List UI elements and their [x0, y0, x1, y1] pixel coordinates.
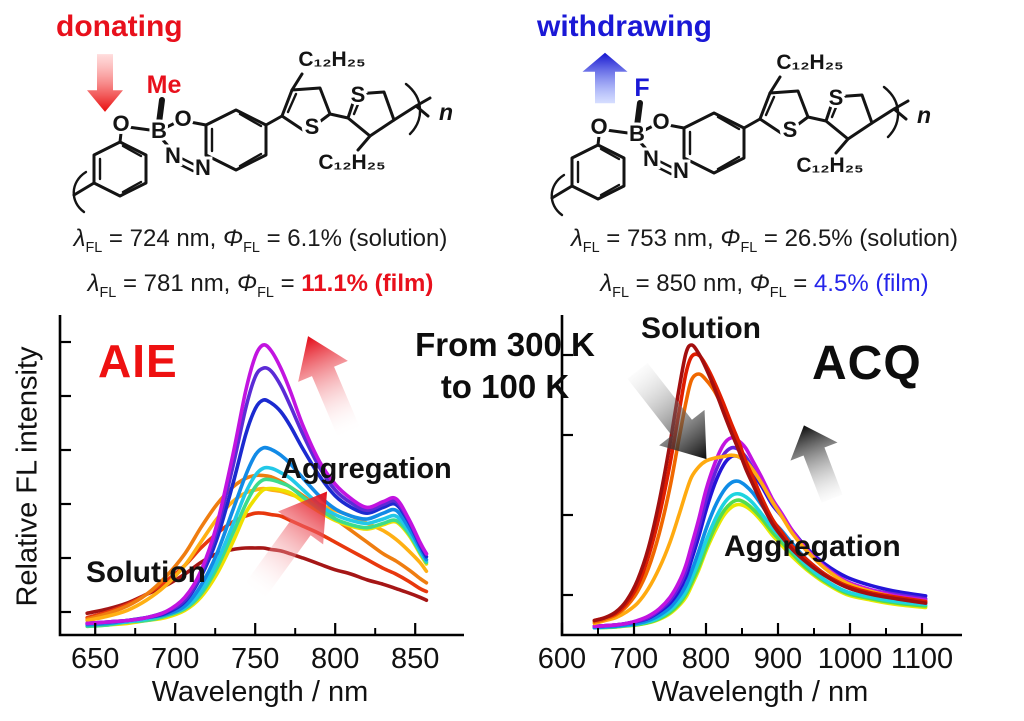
axis — [58, 315, 464, 637]
lambda-symbol: λ — [87, 269, 100, 297]
nitrogen-atom: N — [643, 146, 659, 171]
x-tick-label: 600 — [538, 643, 586, 675]
x-tick-label: 800 — [311, 643, 359, 675]
stats-line-film: λFL = 781 nm, ΦFL = 11.1% (film) — [8, 266, 513, 311]
solution-annotation-acq: Solution — [641, 312, 761, 345]
lambda-symbol: λ — [570, 225, 583, 252]
substituent-label: F — [634, 74, 649, 102]
boron-atom: B — [151, 118, 167, 143]
stats-line-solution: λFL = 724 nm, ΦFL = 6.1% (solution) — [8, 221, 513, 266]
x-tick-label: 1100 — [891, 643, 953, 675]
stats-left: λFL = 724 nm, ΦFL = 6.1% (solution) λFL … — [8, 221, 513, 311]
temperature-range-label: From 300 K to 100 K — [375, 324, 635, 408]
lambda-value: = 850 nm, — [628, 269, 750, 297]
oxygen-atom: O — [590, 114, 607, 139]
x-tick-label: 650 — [71, 643, 119, 675]
lambda-symbol: λ — [600, 269, 613, 297]
withdrawing-label: withdrawing — [537, 10, 712, 43]
lambda-symbol: λ — [73, 225, 86, 252]
highlight-value: 11.1% (film) — [301, 269, 434, 297]
withdrawing-polymer-structure: F O B O N N S S C₁₂H₂₅ C₁₂H₂₅ n — [518, 48, 934, 224]
black-arrow-acq-down — [627, 362, 707, 460]
y-axis-label: Relative FL intensity — [11, 346, 44, 607]
red-down-arrow — [87, 54, 123, 112]
red-arrow-aie-top — [298, 336, 362, 440]
stats-line-solution: λFL = 753 nm, ΦFL = 26.5% (solution) — [512, 221, 1017, 266]
fl-subscript: FL — [243, 239, 260, 256]
x-tick-label: 1000 — [818, 643, 883, 675]
sulfur-atom: S — [829, 85, 844, 110]
phi-value: = — [786, 269, 814, 297]
phi-symbol: Φ — [237, 269, 258, 297]
highlight-value: 4.5% (film) — [813, 269, 929, 297]
series-red-solution — [592, 352, 928, 623]
stats-right: λFL = 753 nm, ΦFL = 26.5% (solution) λFL… — [512, 221, 1017, 311]
oxygen-atom: O — [112, 111, 129, 136]
fl-subscript: FL — [612, 284, 629, 301]
nitrogen-atom: N — [195, 155, 211, 180]
aggregation-annotation-acq: Aggregation — [724, 530, 901, 563]
x-tick-label: 700 — [610, 643, 658, 675]
repeat-unit-label: n — [917, 102, 931, 128]
lambda-value: = 724 nm, — [102, 225, 224, 252]
fl-subscript: FL — [769, 284, 787, 301]
fl-subscript: FL — [99, 284, 117, 301]
series-orange — [85, 473, 429, 621]
x-tick-label: 700 — [151, 643, 199, 675]
fl-subscript: FL — [257, 284, 274, 301]
x-tick-label: 750 — [231, 643, 279, 675]
temperature-line1: From 300 K — [415, 326, 595, 363]
lambda-value: = 753 nm, — [599, 225, 721, 252]
substituent-label: Me — [147, 71, 182, 99]
solution-annotation-aie: Solution — [86, 556, 206, 589]
sulfur-atom: S — [351, 82, 366, 107]
sulfur-atom: S — [783, 117, 798, 142]
chart-acq: 600 700 800 900 1000 1100 Wavelength / nm — [538, 315, 962, 708]
nitrogen-atom: N — [165, 143, 181, 168]
blue-up-arrow — [582, 52, 628, 104]
series-magenta — [85, 343, 429, 626]
black-arrow-acq-up — [790, 425, 843, 503]
repeat-unit-label: n — [439, 99, 453, 125]
fl-subscript: FL — [85, 239, 103, 256]
stats-line-film: λFL = 850 nm, ΦFL = 4.5% (film) — [512, 266, 1017, 311]
phi-symbol: Φ — [720, 225, 741, 252]
phi-value: = 26.5% (solution) — [757, 225, 959, 252]
x-axis-label: Wavelength / nm — [652, 676, 869, 708]
alkyl-chain-label: C₁₂H₂₅ — [776, 51, 843, 74]
temperature-line2: to 100 K — [440, 368, 570, 405]
donating-polymer-structure: Me O B O N N S S C₁₂H₂₅ C₁₂H₂₅ n — [40, 45, 456, 221]
series-orange-red — [85, 511, 429, 620]
series-amber — [592, 453, 928, 626]
x-tick-label: 850 — [391, 643, 439, 675]
series-dark-red-solution — [592, 343, 928, 623]
nitrogen-atom: N — [673, 158, 689, 183]
phi-value: = — [273, 269, 302, 297]
red-arrow-aie-bottom — [242, 491, 328, 601]
aggregation-annotation-aie: Aggregation — [281, 453, 452, 485]
fl-subscript: FL — [582, 239, 600, 256]
boron-atom: B — [629, 121, 645, 146]
sulfur-atom: S — [305, 114, 320, 139]
alkyl-chain-label: C₁₂H₂₅ — [318, 151, 385, 174]
donating-label: donating — [56, 10, 183, 43]
fl-subscript: FL — [740, 239, 758, 256]
phi-symbol: Φ — [223, 225, 244, 252]
alkyl-chain-label: C₁₂H₂₅ — [298, 48, 365, 71]
x-axis-label: Wavelength / nm — [152, 676, 369, 708]
acq-title: ACQ — [812, 337, 922, 390]
chart-aie: 650 700 750 800 850 Wavelength / nm — [58, 315, 464, 708]
alkyl-chain-label: C₁₂H₂₅ — [796, 154, 863, 177]
phi-value: = 6.1% (solution) — [259, 225, 448, 252]
x-tick-label: 800 — [682, 643, 730, 675]
oxygen-atom: O — [652, 109, 669, 134]
aie-title: AIE — [98, 335, 178, 387]
phi-symbol: Φ — [749, 269, 770, 297]
x-tick-label: 900 — [754, 643, 802, 675]
lambda-value: = 781 nm, — [116, 269, 238, 297]
oxygen-atom: O — [174, 106, 191, 131]
